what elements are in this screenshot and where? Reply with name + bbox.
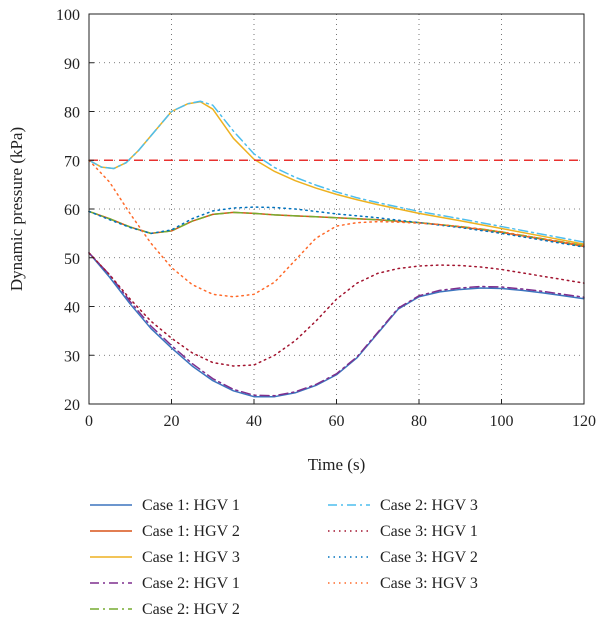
series-line-6 [88,100,585,243]
y-tick-label: 100 [56,7,80,24]
axis-ticks: 0 20 40 60 80 100 120 20 30 40 50 60 70 80 90 100 [56,7,596,430]
legend-label-8: Case 3: HGV 2 [380,549,478,566]
x-tick-label: 80 [411,413,427,430]
legend-label-6: Case 2: HGV 3 [380,497,478,514]
y-tick-label: 90 [64,56,80,73]
legend-label-5: Case 2: HGV 2 [142,601,240,618]
legend-label-4: Case 2: HGV 1 [142,575,240,592]
legend-label-3: Case 1: HGV 3 [142,549,240,566]
x-tick-label: 40 [246,413,262,430]
series-line-4 [88,252,585,397]
series-line-1 [88,252,585,398]
y-tick-label: 20 [64,397,80,414]
series-line-5 [88,210,585,247]
series-line-8 [88,206,585,248]
series-line-7 [88,252,585,367]
series-lines [88,100,585,398]
legend: Case 1: HGV 1 Case 1: HGV 2 Case 1: HGV 3 C… [90,497,478,618]
legend-label-2: Case 1: HGV 2 [142,523,240,540]
y-tick-label: 50 [64,251,80,268]
y-tick-label: 80 [64,105,80,122]
y-tick-label: 40 [64,300,80,317]
y-tick-label: 70 [64,153,80,170]
series-line-9 [88,159,585,298]
legend-label-7: Case 3: HGV 1 [380,523,478,540]
x-axis-title: Time (s) [308,455,365,474]
x-tick-label: 20 [164,413,180,430]
legend-label-1: Case 1: HGV 1 [142,497,240,514]
series-line-2 [88,210,585,248]
y-tick-label: 30 [64,348,80,365]
legend-label-9: Case 3: HGV 3 [380,575,478,592]
x-tick-label: 60 [329,413,345,430]
x-tick-label: 120 [572,413,596,430]
grid [89,14,584,404]
y-axis-title: Dynamic pressure (kPa) [7,127,26,291]
y-tick-label: 60 [64,202,80,219]
x-tick-label: 0 [85,413,93,430]
series-line-3 [88,101,585,245]
x-tick-label: 100 [490,413,514,430]
